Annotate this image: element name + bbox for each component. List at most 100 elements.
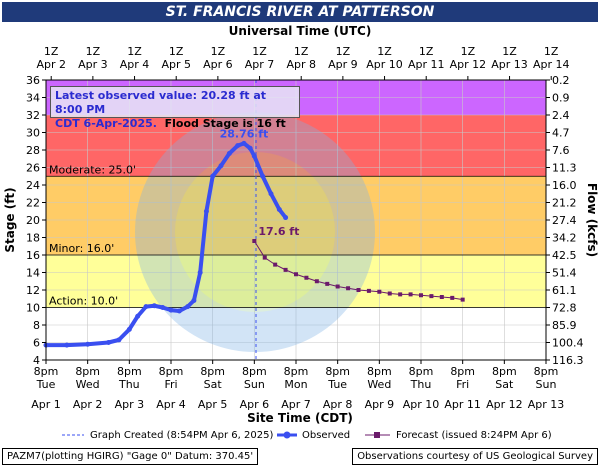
forecast-point bbox=[314, 279, 319, 284]
threshold-label-action: Action: 10.0' bbox=[49, 295, 118, 308]
forecast-point bbox=[294, 272, 298, 277]
bottom-tick-day: Sat bbox=[495, 378, 514, 391]
observed-point bbox=[64, 342, 70, 348]
y-tick-label: 36 bbox=[26, 74, 40, 87]
bottom-tick-day: Thu bbox=[118, 378, 140, 391]
top-tick-date: Apr 7 bbox=[245, 58, 275, 71]
observed-point bbox=[226, 151, 232, 156]
observed-point bbox=[260, 173, 266, 179]
top-tick-time: 1Z bbox=[461, 45, 476, 58]
observed-point bbox=[106, 340, 111, 345]
y-tick-label: 32 bbox=[26, 109, 40, 122]
forecast-point bbox=[429, 294, 434, 299]
forecast-point bbox=[346, 286, 351, 291]
forecast-point bbox=[356, 288, 361, 292]
forecast-point bbox=[252, 239, 257, 243]
top-tick-time: 1Z bbox=[544, 45, 559, 58]
flow-tick-label: 0.9 bbox=[552, 92, 570, 105]
credit-footer: Observations courtesy of US Geological S… bbox=[352, 448, 598, 465]
legend-forecast-label: Forecast (issued 8:24PM Apr 6) bbox=[396, 430, 552, 441]
y-tick-label: 4 bbox=[33, 354, 40, 367]
latest-value-date: CDT 6-Apr-2025. bbox=[55, 117, 157, 130]
bottom-tick-time: 8pm bbox=[325, 365, 350, 378]
observed-point bbox=[210, 173, 216, 179]
bottom-tick-date: Apr 12 bbox=[486, 398, 523, 411]
forecast-point bbox=[460, 297, 465, 302]
observed-point bbox=[191, 298, 197, 303]
forecast-annotation: 17.6 ft bbox=[258, 225, 299, 238]
bottom-tick-day: Fri bbox=[164, 378, 177, 391]
threshold-label-moderate: Moderate: 25.0' bbox=[49, 163, 136, 176]
y-tick-label: 18 bbox=[26, 232, 40, 245]
top-tick-date: Apr 11 bbox=[408, 58, 445, 71]
bottom-tick-day: Wed bbox=[76, 378, 100, 391]
bottom-tick-day: Wed bbox=[367, 378, 391, 391]
y-tick-label: 14 bbox=[26, 267, 40, 280]
y-tick-label: 20 bbox=[26, 214, 40, 227]
flow-tick-label: 42.5 bbox=[552, 249, 577, 262]
flow-tick-label: 4.7 bbox=[552, 127, 570, 140]
flow-tick-label: 116.3 bbox=[552, 354, 584, 367]
bottom-tick-time: 8pm bbox=[200, 365, 225, 378]
flow-tick-label: 51.4 bbox=[552, 267, 577, 280]
bottom-tick-date: Apr 4 bbox=[156, 398, 186, 411]
top-tick-time: 1Z bbox=[294, 45, 309, 58]
y-tick-label: 24 bbox=[26, 179, 40, 192]
forecast-point bbox=[273, 262, 278, 267]
forecast-point bbox=[262, 255, 267, 260]
bottom-tick-date: Apr 8 bbox=[323, 398, 353, 411]
top-tick-time: 1Z bbox=[127, 45, 142, 58]
axes: 4 116.3 6 100.4 8 85.9 10 72.8 12 61.1 14 51.4 16 42.… bbox=[26, 45, 584, 411]
y-tick-label: 30 bbox=[26, 127, 40, 140]
observed-point bbox=[85, 341, 91, 347]
top-tick-time: 1Z bbox=[336, 45, 351, 58]
top-tick-time: 1Z bbox=[419, 45, 434, 58]
top-tick-date: Apr 13 bbox=[491, 58, 528, 71]
bottom-tick-time: 8pm bbox=[34, 365, 59, 378]
bottom-axis-title: Site Time (CDT) bbox=[247, 411, 353, 425]
top-tick-date: Apr 9 bbox=[328, 58, 358, 71]
flow-tick-label: 0.2 bbox=[552, 74, 570, 87]
bottom-tick-time: 8pm bbox=[409, 365, 434, 378]
bottom-tick-date: Apr 1 bbox=[31, 398, 61, 411]
y-tick-label: 6 bbox=[33, 337, 40, 350]
bottom-tick-date: Apr 13 bbox=[528, 398, 565, 411]
y-tick-label: 8 bbox=[33, 319, 40, 332]
top-tick-date: Apr 14 bbox=[533, 58, 570, 71]
bottom-tick-day: Sun bbox=[244, 378, 265, 391]
forecast-point bbox=[283, 267, 288, 272]
forecast-point bbox=[304, 275, 309, 280]
forecast-point bbox=[377, 289, 382, 294]
watermark-inner bbox=[175, 152, 335, 312]
top-tick-time: 1Z bbox=[377, 45, 392, 58]
bottom-tick-time: 8pm bbox=[75, 365, 100, 378]
top-tick-time: 1Z bbox=[44, 45, 59, 58]
bottom-tick-date: Apr 11 bbox=[444, 398, 481, 411]
top-tick-date: Apr 4 bbox=[120, 58, 150, 71]
bottom-tick-date: Apr 5 bbox=[198, 398, 228, 411]
threshold-lines: Moderate: 25.0' Minor: 16.0' Action: 10.0' bbox=[46, 80, 546, 360]
legend: Graph Created (8:54PM Apr 6, 2025) Obser… bbox=[0, 426, 600, 444]
bottom-tick-date: Apr 10 bbox=[403, 398, 440, 411]
legend-observed-label: Observed bbox=[302, 430, 350, 441]
top-tick-time: 1Z bbox=[252, 45, 267, 58]
bottom-tick-date: Apr 3 bbox=[115, 398, 145, 411]
observed-point bbox=[276, 207, 282, 212]
y-tick-label: 12 bbox=[26, 284, 40, 297]
y-tick-label: 10 bbox=[26, 302, 40, 315]
top-tick-date: Apr 12 bbox=[450, 58, 487, 71]
flow-tick-label: 27.4 bbox=[552, 214, 577, 227]
observed-point bbox=[116, 337, 122, 343]
forecast-point bbox=[387, 291, 392, 296]
forecast-point bbox=[325, 281, 330, 286]
forecast-point bbox=[366, 288, 371, 293]
y-right-title: Flow (kcfs) bbox=[585, 183, 599, 257]
top-tick-date: Apr 3 bbox=[78, 58, 108, 71]
observed-point bbox=[126, 326, 132, 332]
bottom-tick-date: Apr 2 bbox=[73, 398, 103, 411]
y-left-title: Stage (ft) bbox=[3, 187, 17, 252]
top-tick-time: 1Z bbox=[211, 45, 226, 58]
bottom-tick-date: Apr 6 bbox=[240, 398, 270, 411]
y-tick-label: 26 bbox=[26, 162, 40, 175]
